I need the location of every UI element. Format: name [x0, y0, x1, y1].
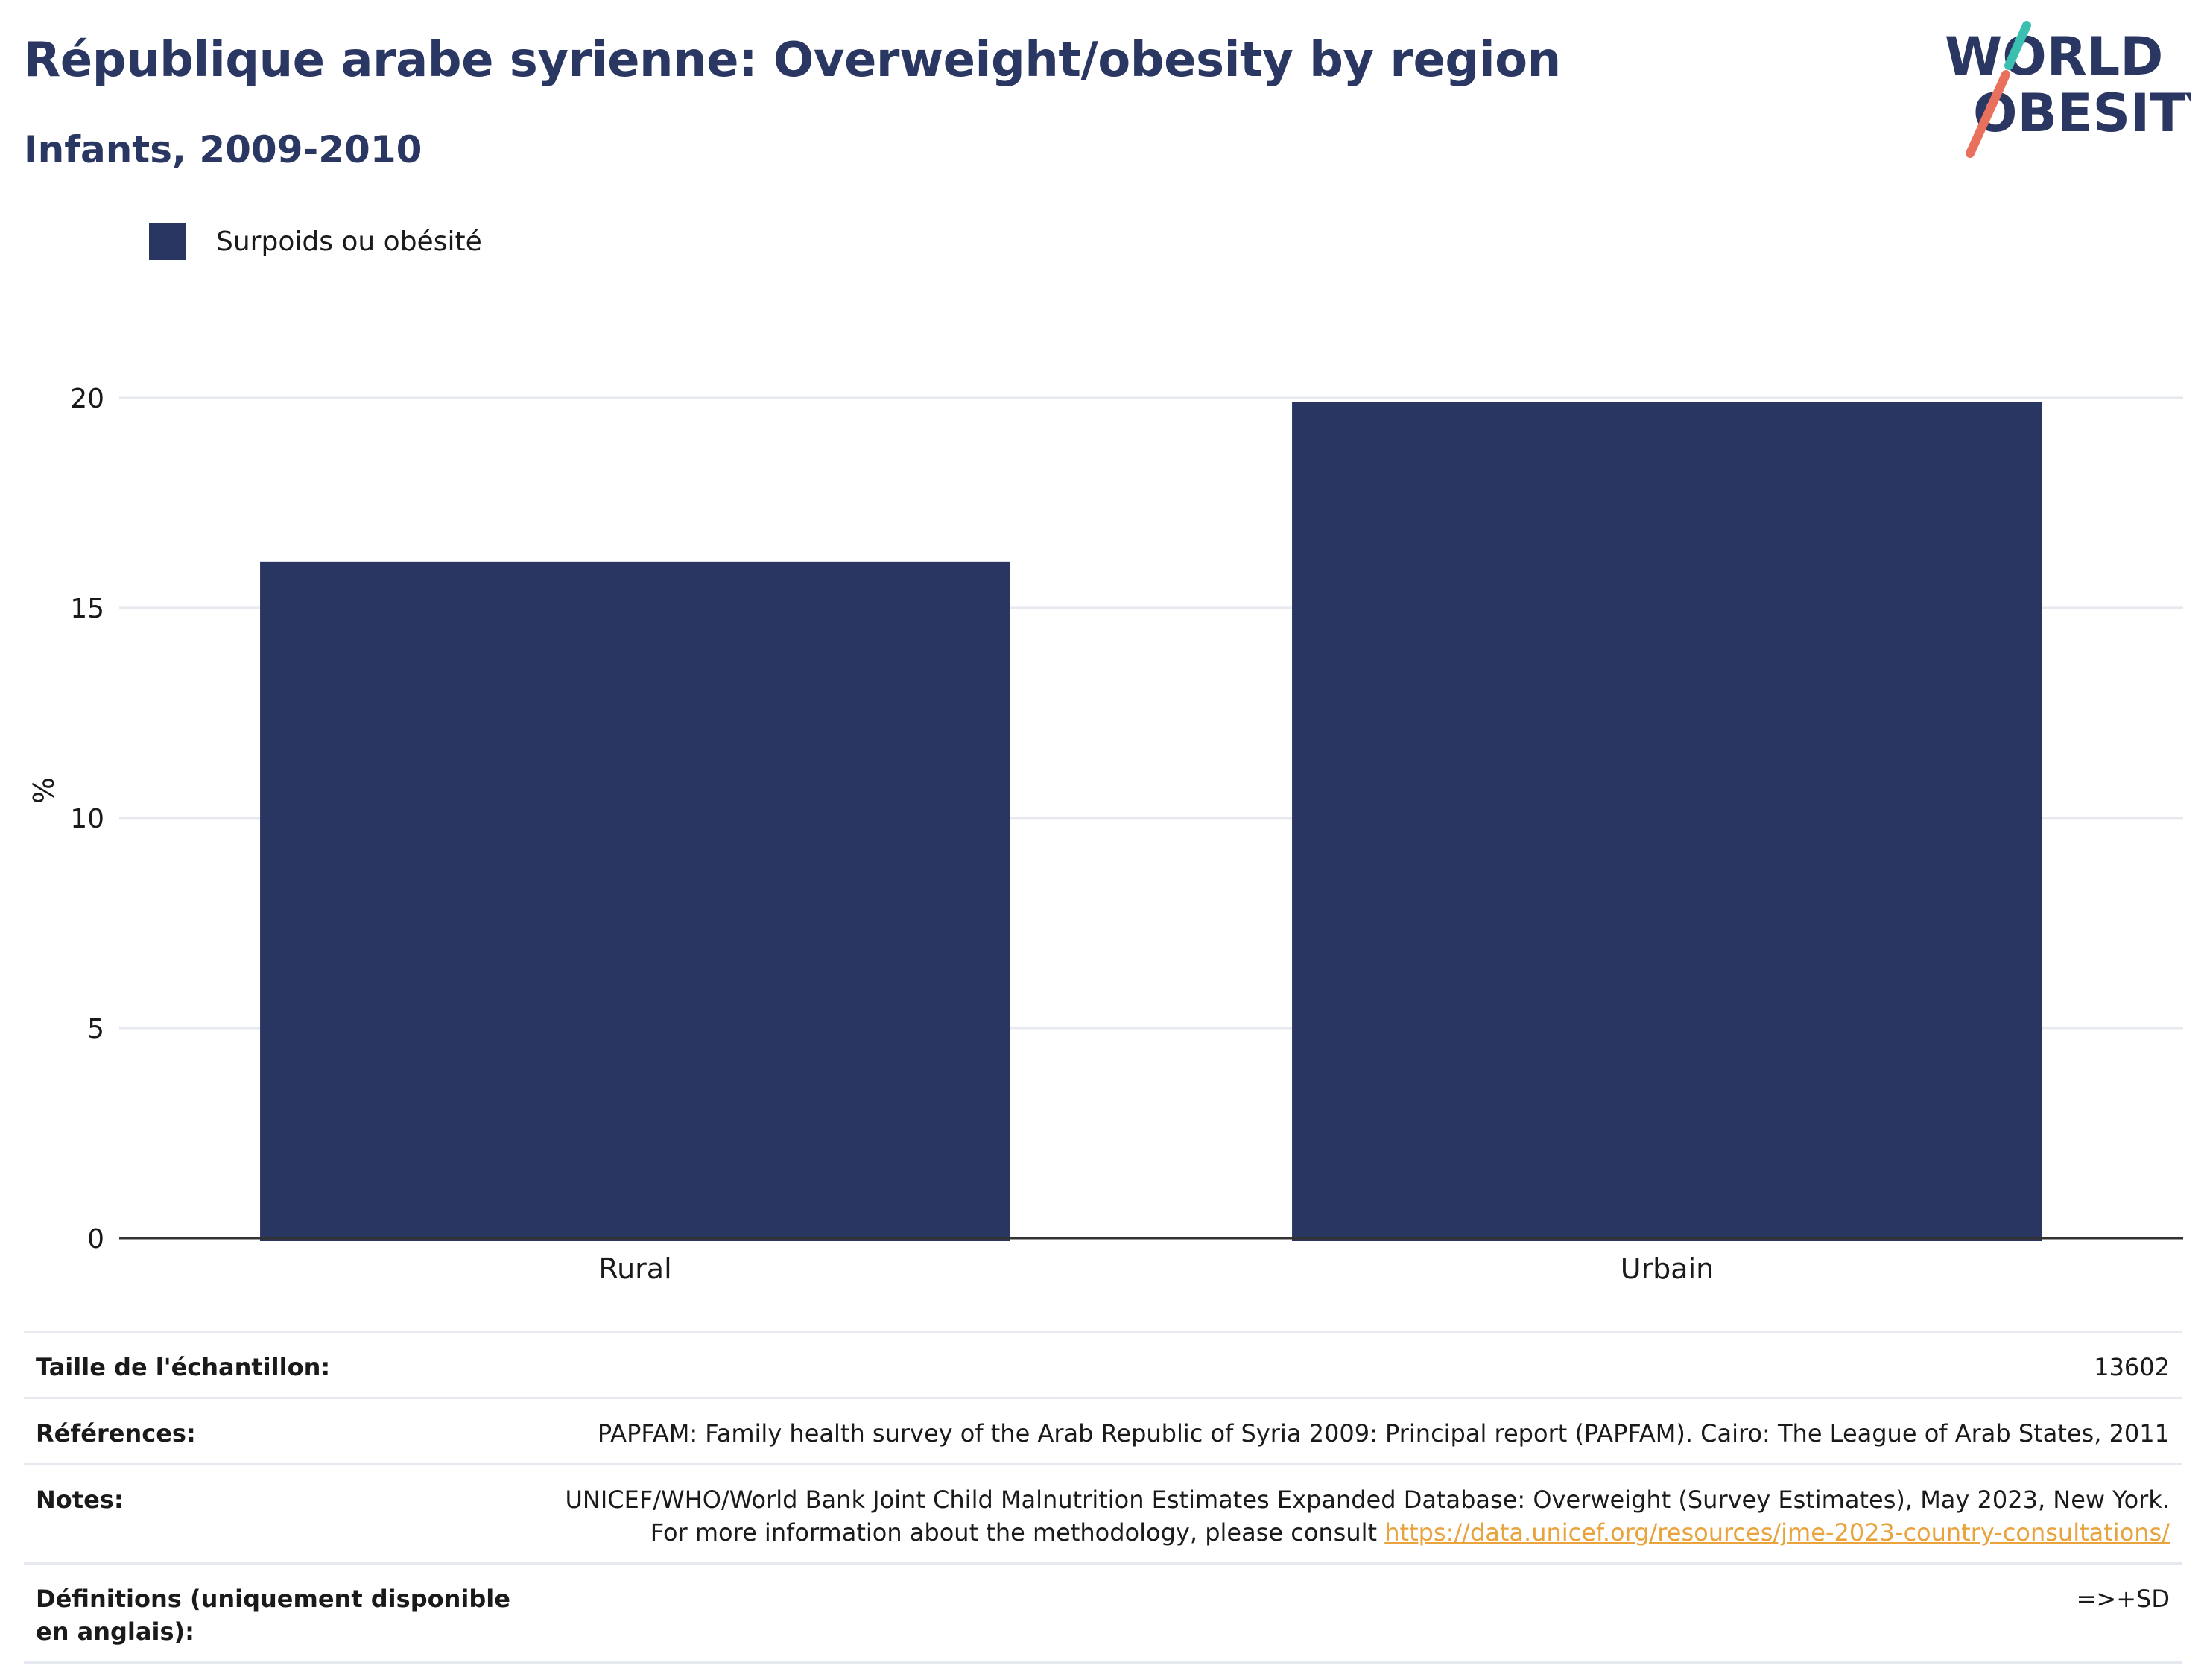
references-label: Références: [36, 1419, 196, 1448]
legend-swatch [149, 223, 186, 260]
x-category-label: Rural [598, 1252, 671, 1285]
y-tick-label: 0 [87, 1224, 104, 1255]
legend-label: Surpoids ou obésité [216, 226, 482, 257]
info-row-definitions: Définitions (uniquement disponible en an… [24, 1563, 2182, 1663]
info-row-sample: Taille de l'échantillon: 13602 [24, 1331, 2182, 1398]
y-tick-label: 15 [70, 594, 104, 624]
definitions-label: Définitions (uniquement disponible en an… [36, 1585, 510, 1646]
y-tick-label: 20 [70, 384, 104, 414]
notes-value: UNICEF/WHO/World Bank Joint Child Malnut… [539, 1465, 2182, 1564]
info-table: Taille de l'échantillon: 13602 Référence… [24, 1331, 2182, 1664]
bar-chart: 0 5 10 15 20 Rural Urbain% [28, 384, 2183, 1285]
logo-line-2: OBESITY [1973, 83, 2191, 144]
logo-line-1: WORLD [1945, 26, 2163, 87]
logo-slash-top [2004, 21, 2031, 70]
world-obesity-logo: WORLD OBESITY [1945, 21, 2191, 158]
sample-size-label: Taille de l'échantillon: [36, 1353, 331, 1381]
chart-title: République arabe syrienne: Overweight/ob… [24, 33, 1561, 88]
bar-rural [260, 561, 1010, 1241]
references-value: PAPFAM: Family health survey of the Arab… [597, 1419, 2170, 1448]
definitions-value: =>+SD [2076, 1585, 2170, 1613]
notes-label: Notes: [36, 1486, 124, 1514]
info-row-notes: Notes: UNICEF/WHO/World Bank Joint Child… [24, 1464, 2182, 1564]
logo-slash-bottom [1966, 70, 2010, 158]
notes-text: UNICEF/WHO/World Bank Joint Child Malnut… [565, 1486, 2170, 1547]
y-tick-label: 10 [70, 804, 104, 834]
y-tick-label: 5 [87, 1014, 104, 1045]
legend: Surpoids ou obésité [149, 222, 482, 261]
chart-subtitle: Infants, 2009-2010 [24, 128, 422, 171]
info-row-references: Références: PAPFAM: Family health survey… [24, 1398, 2182, 1465]
methodology-link[interactable]: https://data.unicef.org/resources/jme-20… [1384, 1518, 2170, 1547]
x-category-label: Urbain [1621, 1252, 1714, 1285]
y-axis-title: % [28, 777, 60, 804]
bar-urbain [1292, 402, 2042, 1242]
sample-size-value: 13602 [2094, 1353, 2170, 1381]
